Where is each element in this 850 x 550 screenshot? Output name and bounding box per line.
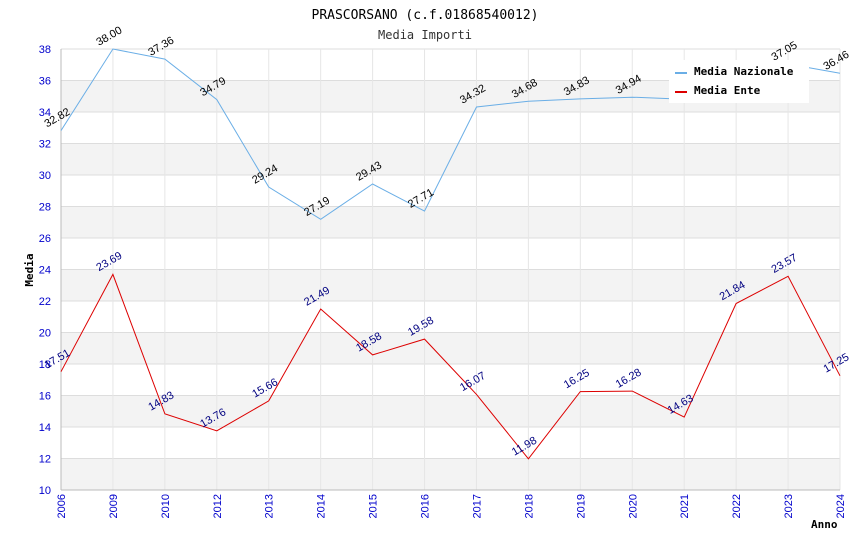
x-tick-label: 2023 bbox=[783, 494, 795, 518]
y-tick-label: 18 bbox=[39, 359, 51, 371]
x-tick-label: 2010 bbox=[160, 494, 172, 518]
grid-band bbox=[61, 112, 840, 144]
grid-band bbox=[61, 206, 840, 238]
grid-band bbox=[61, 427, 840, 459]
y-tick-label: 28 bbox=[39, 202, 51, 214]
y-tick-label: 36 bbox=[39, 76, 51, 88]
y-tick-label: 14 bbox=[39, 422, 51, 434]
chart-subtitle: Media Importi bbox=[378, 28, 472, 42]
y-tick-label: 10 bbox=[39, 485, 51, 497]
grid-band bbox=[61, 364, 840, 396]
grid-band bbox=[61, 238, 840, 270]
y-tick-labels: 10 12 14 16 18 20 22 24 26 28 30 32 34 36 38 bbox=[39, 44, 51, 497]
y-tick-label: 24 bbox=[39, 265, 51, 277]
grid-band bbox=[61, 395, 840, 427]
legend-label-media-ente: Media Ente bbox=[694, 84, 761, 97]
y-tick-label: 38 bbox=[39, 44, 51, 56]
x-tick-label: 2015 bbox=[368, 494, 380, 518]
grid-band bbox=[61, 175, 840, 207]
x-tick-label: 2013 bbox=[264, 494, 276, 518]
x-axis-label: Anno bbox=[811, 518, 838, 531]
y-tick-label: 12 bbox=[39, 454, 51, 466]
legend-box bbox=[669, 60, 809, 103]
x-tick-label: 2006 bbox=[56, 494, 68, 518]
grid-band bbox=[61, 269, 840, 301]
chart-title: PRASCORSANO (c.f.01868540012) bbox=[312, 8, 539, 23]
y-tick-label: 16 bbox=[39, 391, 51, 403]
grid-band bbox=[61, 458, 840, 490]
legend: Media Nazionale Media Ente bbox=[669, 60, 809, 103]
series-line-media-ente bbox=[60, 273, 841, 460]
x-tick-label: 2012 bbox=[212, 494, 224, 518]
x-tick-label: 2020 bbox=[627, 494, 639, 518]
y-tick-label: 32 bbox=[39, 139, 51, 151]
y-tick-label: 34 bbox=[39, 107, 51, 119]
y-tick-label: 30 bbox=[39, 170, 51, 182]
grid-bands bbox=[61, 49, 840, 490]
legend-label-media-nazionale: Media Nazionale bbox=[694, 65, 794, 78]
y-tick-label: 20 bbox=[39, 328, 51, 340]
grid-lines bbox=[60, 48, 841, 491]
x-tick-label: 2024 bbox=[835, 494, 847, 518]
x-tick-label: 2014 bbox=[316, 494, 328, 518]
axes bbox=[60, 49, 840, 491]
y-axis-label: Media bbox=[23, 253, 36, 286]
x-tick-label: 2019 bbox=[575, 494, 587, 518]
x-tick-label: 2009 bbox=[108, 494, 120, 518]
x-tick-labels: 2006 2009 2010 2012 2013 2014 2015 2016 2017 2018… bbox=[56, 494, 847, 518]
data-label: 38.00 bbox=[94, 24, 124, 48]
y-tick-label: 26 bbox=[39, 233, 51, 245]
grid-band bbox=[61, 332, 840, 364]
x-tick-label: 2017 bbox=[471, 494, 483, 518]
grid-band bbox=[61, 301, 840, 333]
x-tick-label: 2018 bbox=[523, 494, 535, 518]
x-tick-label: 2021 bbox=[679, 494, 691, 518]
y-tick-label: 22 bbox=[39, 296, 51, 308]
x-tick-label: 2022 bbox=[731, 494, 743, 518]
x-tick-label: 2016 bbox=[420, 494, 432, 518]
